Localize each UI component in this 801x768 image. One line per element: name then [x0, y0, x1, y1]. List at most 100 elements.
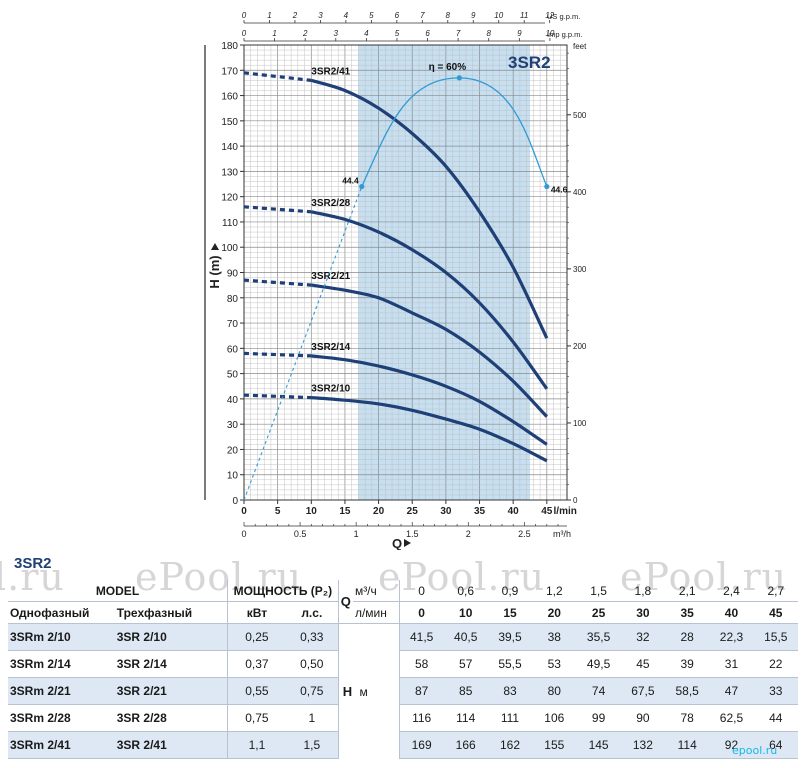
x-unit-m3h: m³/h [553, 529, 571, 539]
model-single-phase: 3SRm 2/10 [8, 623, 115, 651]
imp-gpm-tick-label: 3 [334, 29, 339, 38]
y-axis-label: H (m) [207, 255, 222, 288]
y-tick-label: 180 [221, 41, 238, 52]
imp-gpm-tick-label: 8 [487, 29, 492, 38]
head-cell: 53 [532, 650, 577, 678]
head-cell: 90 [620, 704, 666, 732]
site-logo: epool.ru [732, 744, 778, 757]
q-lmin-cell: 30 [620, 601, 666, 624]
head-cell: 74 [576, 677, 621, 705]
feet-tick-label: 0 [573, 496, 578, 505]
table-row: 3SRm 2/28 3SR 2/28 0,75 1 116 114 111 10… [8, 704, 798, 732]
y-tick-label: 130 [221, 167, 238, 178]
y-tick-label: 140 [221, 142, 238, 153]
pump-curve-dashed [243, 278, 312, 287]
feet-tick-label: 500 [573, 111, 587, 120]
q-m3h-cell: 0,6 [443, 580, 488, 602]
efficiency-point [359, 183, 365, 190]
y-axis-label-arrow-icon [211, 243, 219, 250]
imp-gpm-tick-label: 10 [545, 29, 554, 38]
head-cell: 83 [487, 677, 533, 705]
head-cell: 111 [487, 704, 533, 732]
head-cell: 58,5 [665, 677, 710, 705]
power-kw: 0,75 [226, 704, 286, 732]
power-hp: 1,5 [285, 731, 339, 759]
q-lmin-cell: 25 [576, 601, 621, 624]
head-cell: 47 [709, 677, 754, 705]
head-cell: 155 [532, 731, 577, 759]
head-cell: 44 [753, 704, 798, 732]
pump-curve [311, 396, 548, 463]
head-cell: 166 [443, 731, 488, 759]
y-tick-label: 80 [227, 294, 239, 305]
pump-curve-dashed [243, 351, 312, 358]
head-cell: 67,5 [620, 677, 666, 705]
power-kw: 0,25 [226, 623, 286, 651]
q-m3h-cell: 1,8 [620, 580, 666, 602]
x-tick-label: 45 [541, 506, 553, 517]
head-cell: 28 [665, 623, 710, 651]
table-row: 3SRm 2/41 3SR 2/41 1,1 1,5 169 166 162 1… [8, 731, 798, 759]
efficiency-point [544, 183, 550, 190]
header-power: МОЩНОСТЬ (P₂) [226, 580, 339, 602]
model-single-phase: 3SRm 2/41 [8, 731, 115, 759]
head-cell: 49,5 [576, 650, 621, 678]
us-gpm-tick-label: 9 [471, 11, 476, 20]
right-unit: feet [573, 42, 587, 51]
y-tick-label: 10 [227, 471, 239, 482]
efficiency-line-dashed [243, 186, 363, 501]
model-three-phase: 3SR 2/10 [114, 623, 228, 651]
model-single-phase: 3SRm 2/21 [8, 677, 115, 705]
head-cell: 45 [620, 650, 666, 678]
h-unit: м [359, 684, 368, 699]
pump-curve-label: 3SR2/21 [311, 271, 350, 282]
y-tick-label: 20 [227, 445, 239, 456]
header-three-phase: Трехфазный [114, 601, 228, 624]
q-lmin-cell: 15 [487, 601, 533, 624]
top-unit-us: US g.p.m. [547, 12, 580, 21]
table-row: 3SRm 2/14 3SR 2/14 0,37 0,50 58 57 55,5 … [8, 650, 798, 678]
head-cell: 40,5 [443, 623, 488, 651]
x-tick-label: 15 [339, 506, 351, 517]
q-m3h-cell: 2,4 [709, 580, 754, 602]
h-label: H [342, 683, 353, 699]
pump-curve [311, 354, 548, 446]
head-cell: 55,5 [487, 650, 533, 678]
m3h-tick-label: 0.5 [294, 529, 307, 539]
power-hp: 0,50 [285, 650, 339, 678]
feet-tick-label: 200 [573, 342, 587, 351]
model-three-phase: 3SR 2/14 [114, 650, 228, 678]
q-m3h-cell: 2,1 [665, 580, 710, 602]
y-tick-label: 30 [227, 420, 239, 431]
pump-curve-dashed [243, 205, 312, 214]
head-cell: 38 [532, 623, 577, 651]
y-tick-label: 150 [221, 117, 238, 128]
table-row: 3SRm 2/10 3SR 2/10 0,25 0,33 H м 41,5 40… [8, 623, 798, 759]
table-title: 3SR2 [14, 555, 52, 572]
q-m3h-cell: 0,9 [487, 580, 533, 602]
q-m3h-cell: 1,5 [576, 580, 621, 602]
chart-title: 3SR2 [508, 53, 551, 72]
y-tick-label: 90 [227, 269, 239, 280]
x-tick-label: 5 [275, 506, 281, 517]
m3h-tick-label: 2.5 [518, 529, 531, 539]
q-m3h-cell: 2,7 [753, 580, 798, 602]
x-tick-label: 35 [474, 506, 486, 517]
model-three-phase: 3SR 2/28 [114, 704, 228, 732]
imp-gpm-tick-label: 4 [364, 29, 369, 38]
head-cell: 116 [398, 704, 444, 732]
us-gpm-tick-label: 6 [395, 11, 400, 20]
head-cell: 39,5 [487, 623, 533, 651]
efficiency-label: η = 60% [429, 62, 467, 73]
power-kw: 0,37 [226, 650, 286, 678]
header-m3h: м³/ч [352, 580, 400, 602]
head-cell: 114 [665, 731, 710, 759]
head-cell: 64 [753, 731, 798, 759]
table-row: 3SRm 2/21 3SR 2/21 0,55 0,75 87 85 83 80… [8, 677, 798, 705]
m3h-tick-label: 1.5 [406, 529, 419, 539]
efficiency-curve: 44.4 44.6 η = 60% [243, 62, 568, 501]
us-gpm-tick-label: 2 [292, 11, 298, 20]
pump-curve [310, 210, 549, 390]
head-cell: 87 [398, 677, 444, 705]
